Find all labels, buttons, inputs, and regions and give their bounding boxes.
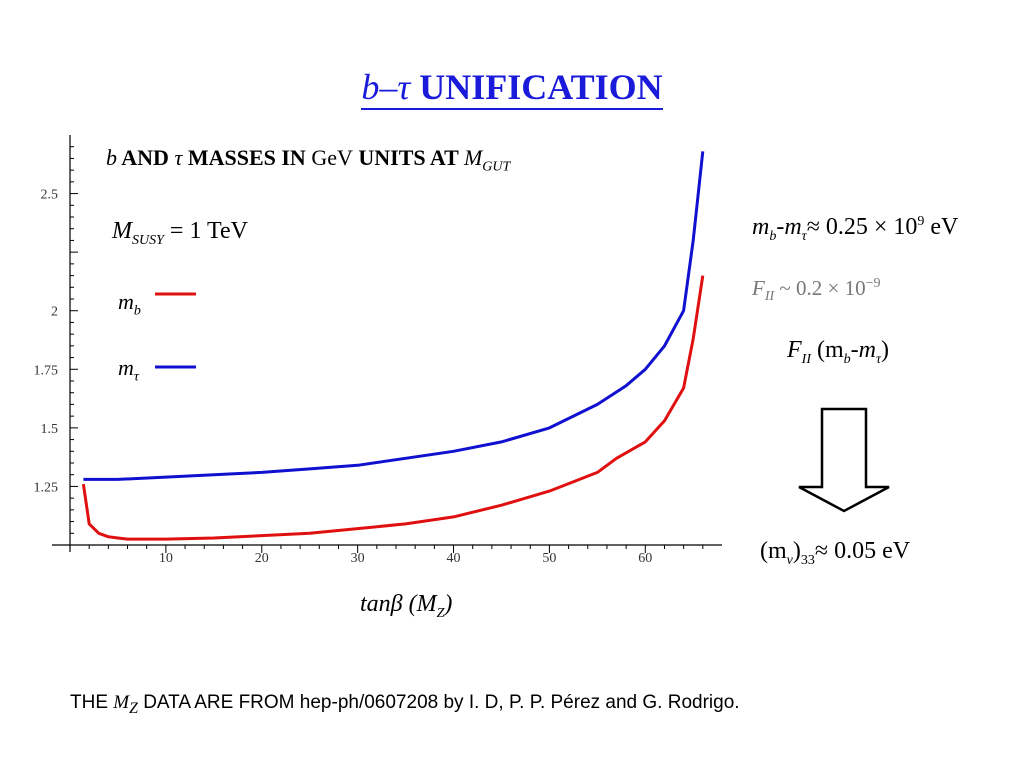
series-line-m-b [81, 275, 705, 541]
eq3-mt: -m [850, 337, 876, 363]
heading-and: AND [117, 145, 175, 170]
eq4-m: (m [760, 538, 787, 564]
legend-label-m-tau: mτ [118, 355, 139, 385]
eq3-f-sub: II [801, 351, 811, 367]
eq3-mb-sub: b [843, 351, 851, 367]
fii-product-equation: FII (mb-mτ) [787, 337, 889, 368]
eq2-f-sub: II [764, 289, 775, 305]
title-main: UNIFICATION [419, 67, 663, 107]
eq4-close: ) [792, 538, 801, 564]
neutrino-mass-equation: (mν)33≈ 0.05 eV [760, 538, 910, 569]
xlabel-end: ) [444, 591, 453, 617]
heading-b: b [106, 145, 117, 170]
eq1-mt-sub: τ [801, 228, 807, 244]
footer-z: Z [129, 699, 138, 717]
heading-masses-in: MASSES IN [182, 145, 312, 170]
slide-title: b–τ UNIFICATION [0, 66, 1024, 110]
eq1-value: ≈ 0.25 × 10 [806, 214, 918, 240]
legend-mt-main: m [118, 355, 134, 380]
eq2-value: ~ 0.2 × 10 [774, 276, 866, 300]
x-tick-label: 50 [542, 551, 556, 566]
footer-m: M [113, 692, 130, 713]
title-prefix: b–τ [361, 67, 411, 107]
xlabel-main: tanβ (M [360, 591, 437, 617]
legend-mb-sub: b [133, 303, 141, 319]
legend-mb-main: m [118, 289, 134, 314]
eq1-mt: -m [776, 214, 802, 240]
chart-lines [81, 151, 705, 541]
chart-heading: b AND τ MASSES IN GeV UNITS AT MGUT [106, 145, 510, 175]
eq4-value: ≈ 0.05 eV [814, 538, 911, 564]
eq3-close: ) [881, 337, 890, 363]
legend-mt-sub: τ [133, 369, 139, 385]
eq4-33: 33 [800, 552, 815, 568]
msusy-value: = 1 TeV [163, 218, 248, 244]
msusy-sub: SUSY [132, 232, 164, 248]
x-tick-label: 30 [351, 551, 365, 566]
chart-axes [52, 135, 722, 552]
fii-estimate-equation: FII ~ 0.2 × 10−9 [752, 276, 881, 305]
heading-units-at: UNITS AT [352, 145, 464, 170]
heading-gut: GUT [482, 159, 511, 175]
y-tick-label: 2 [51, 305, 58, 320]
eq1-unit: eV [924, 214, 959, 240]
chart-ticks: 1.25 1.5 1.75 2 2.5 10 20 30 40 50 60 [34, 146, 704, 566]
eq1-exp: 9 [917, 214, 925, 229]
eq1-mb-sub: b [769, 228, 777, 244]
heading-gev: GeV [311, 145, 353, 170]
msusy-label: MSUSY = 1 TeV [112, 218, 248, 249]
y-tick-label: 1.75 [34, 363, 59, 378]
eq1-mb: m [752, 214, 770, 240]
msusy-symbol: M [112, 218, 132, 244]
eq3-mb: (m [811, 337, 844, 363]
eq4-nu: ν [786, 552, 793, 568]
mass-difference-equation: mb-mτ≈ 0.25 × 109 eV [752, 214, 958, 245]
down-arrow-icon [798, 407, 890, 513]
eq2-f: F [752, 276, 765, 300]
eq3-f: F [787, 337, 802, 363]
heading-m: M [463, 145, 483, 170]
footer-citation: THE MZ DATA ARE FROM hep-ph/0607208 by I… [70, 692, 740, 718]
x-tick-label: 60 [638, 551, 652, 566]
footer-the: THE [70, 692, 114, 713]
xlabel-sub: Z [436, 605, 445, 621]
footer-rest: DATA ARE FROM hep-ph/0607208 by I. D, P.… [137, 692, 740, 713]
y-tick-label: 2.5 [41, 188, 59, 203]
legend-label-m-b: mb [118, 289, 141, 319]
x-tick-label: 20 [255, 551, 269, 566]
series-line-m-tau [83, 151, 705, 481]
x-tick-label: 10 [159, 551, 173, 566]
y-tick-label: 1.25 [34, 480, 59, 495]
heading-tau: τ [174, 145, 183, 170]
eq2-exp: −9 [865, 276, 881, 291]
x-tick-label: 40 [447, 551, 461, 566]
x-axis-label: tanβ (MZ) [360, 591, 452, 622]
y-tick-label: 1.5 [41, 422, 59, 437]
eq3-mt-sub: τ [876, 351, 882, 367]
